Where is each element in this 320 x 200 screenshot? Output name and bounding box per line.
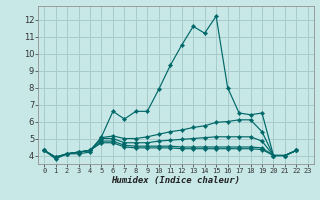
X-axis label: Humidex (Indice chaleur): Humidex (Indice chaleur) [111, 176, 241, 185]
